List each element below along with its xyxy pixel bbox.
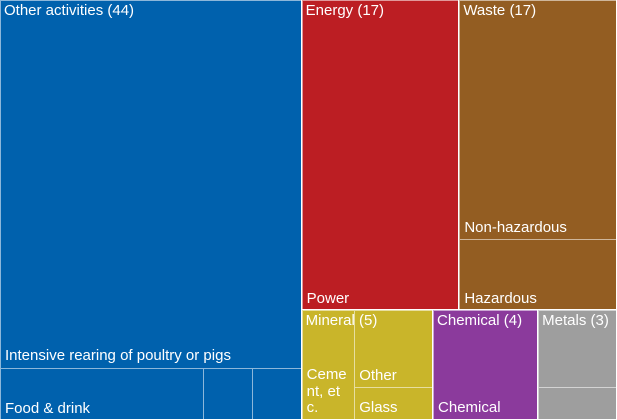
child-label: Non-hazardous: [464, 218, 567, 236]
group-cell: Metals (3): [538, 310, 617, 420]
group-name: Energy: [305, 2, 354, 19]
group-name: Waste: [463, 2, 506, 19]
child-cell: Food & drink: [0, 367, 203, 419]
child-label: Hazardous: [464, 289, 537, 307]
group-value-label: (17): [357, 2, 385, 19]
group-value-label: (3): [590, 312, 609, 330]
child-label: Glass: [359, 399, 398, 417]
group-cell: Chemical (4) Chemical: [433, 310, 539, 420]
group-cell: Energy (17) Power: [301, 0, 460, 311]
group-value-label: (17): [509, 2, 537, 19]
group-value-label: (44): [107, 2, 135, 19]
child-cell: [538, 310, 616, 388]
group-cell: Mineral (5) Cement, etc. Other Glass: [301, 310, 434, 420]
group-label: Other activities (44): [0, 0, 301, 23]
group-value-label: (5): [359, 312, 378, 330]
child-cell: [538, 387, 616, 419]
child-cell: [202, 367, 253, 419]
child-label: Chemical: [438, 399, 501, 417]
group-label: Waste (17): [459, 0, 616, 23]
child-label: Intensive rearing of poultry or pigs: [5, 347, 231, 364]
group-name: Other activities: [4, 2, 104, 19]
group-name: Metals: [542, 312, 587, 330]
child-cell: Chemical: [433, 310, 538, 419]
child-cell: Power: [301, 0, 459, 310]
group-name: Chemical: [437, 312, 500, 330]
child-label: Cement, etc.: [306, 366, 347, 417]
child-cell: Other: [354, 310, 433, 388]
child-cell: Intensive rearing of poultry or pigs: [0, 0, 301, 368]
group-label: Mineral (5): [302, 310, 432, 333]
group-value-label: (4): [503, 312, 523, 330]
child-cell: Glass: [354, 387, 433, 419]
group-cell: Other activities (44) Intensive rearing o…: [0, 0, 302, 420]
child-label: Other: [359, 366, 397, 384]
group-label: Chemical (4): [433, 310, 537, 333]
child-label: Food & drink: [5, 399, 91, 417]
child-cell: Non-hazardous: [459, 0, 616, 240]
child-cell: Hazardous: [459, 239, 616, 310]
group-cell: Waste (17) Non-hazardous Hazardous: [459, 0, 617, 311]
child-cell: Cement, etc.: [301, 310, 355, 419]
group-label: Metals (3): [538, 310, 616, 333]
child-cell: [252, 367, 301, 419]
group-label: Energy (17): [302, 0, 459, 23]
group-name: Mineral: [305, 312, 355, 330]
child-label: Power: [306, 289, 350, 307]
